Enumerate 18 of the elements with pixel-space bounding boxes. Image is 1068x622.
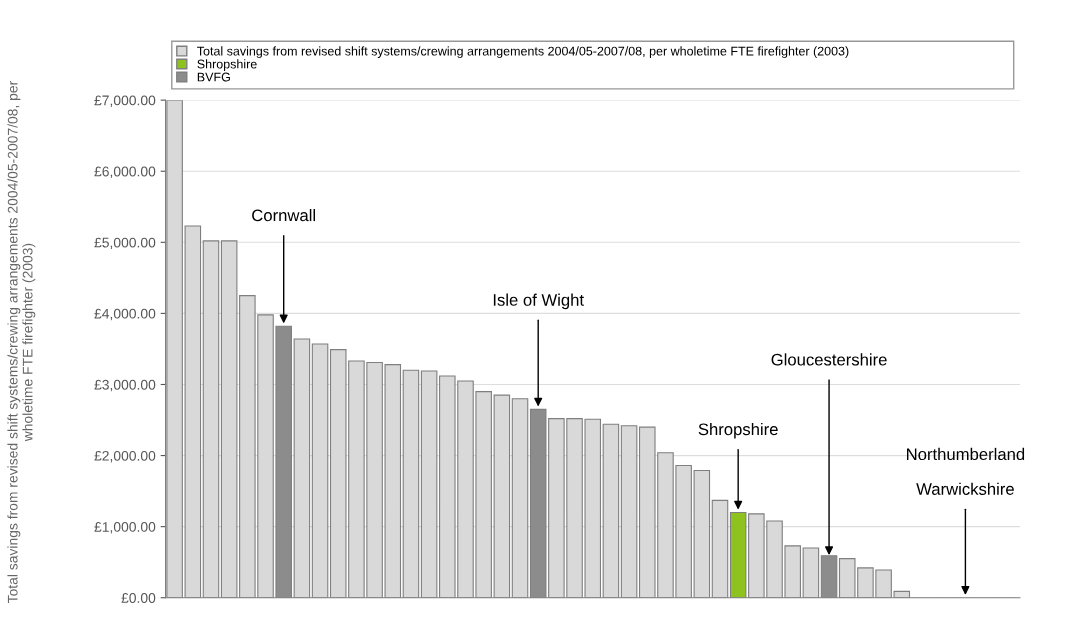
y-axis-title: Total savings from revised shift systems/crewing arrangements 2004/05-2007/08, per wholetime FTE firefighter (2003) bbox=[7, 81, 36, 604]
legend-label: BVFG bbox=[197, 72, 230, 82]
y-tick-label: £2,000.00 bbox=[94, 450, 156, 463]
annotation: Gloucestershire bbox=[771, 353, 887, 366]
y-tick-label: £3,000.00 bbox=[94, 379, 156, 392]
annotation: Warwickshire bbox=[916, 482, 1014, 495]
y-tick-label: £0.00 bbox=[121, 593, 156, 603]
y-tick-label: £4,000.00 bbox=[94, 308, 156, 321]
y-tick-label: £5,000.00 bbox=[94, 237, 156, 250]
y-tick-label: £7,000.00 bbox=[94, 95, 156, 107]
annotation: Northumberland bbox=[907, 447, 1025, 461]
annotation: Isle of Wight bbox=[493, 293, 584, 310]
legend-label: Shropshire bbox=[197, 59, 257, 71]
y-tick-label: £1,000.00 bbox=[94, 521, 156, 534]
y-tick-label: £6,000.00 bbox=[94, 166, 156, 179]
legend-label: Total savings from revised shift systems/crewing arrangements 2004/05-2007/08, per wholetime FTE firefighter (2003) bbox=[197, 46, 849, 58]
annotation: Shropshire bbox=[698, 422, 778, 439]
annotation: Cornwall bbox=[252, 209, 316, 222]
